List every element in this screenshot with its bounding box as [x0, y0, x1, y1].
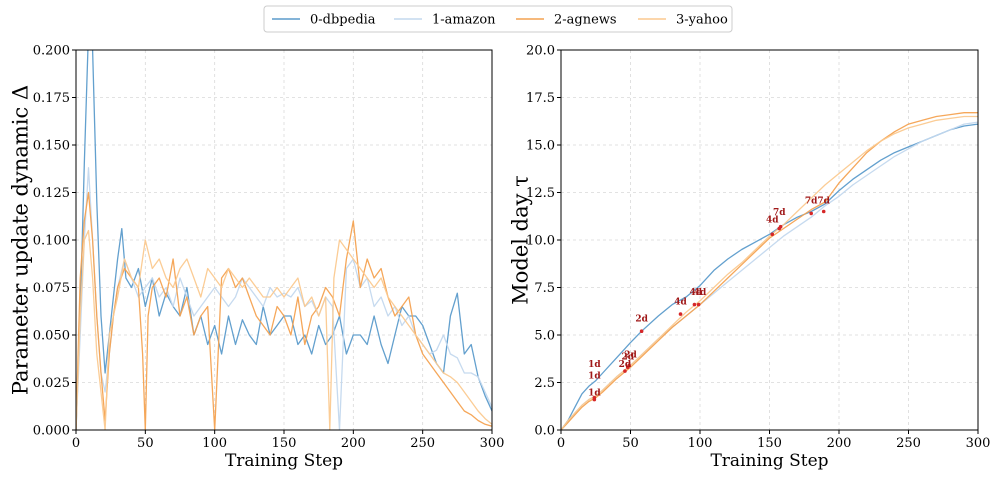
y-axis-label: Model day τ: [509, 175, 533, 305]
milestone-label: 4d: [674, 297, 687, 307]
y-tick-label: 0.100: [33, 234, 70, 249]
milestone-marker: [696, 302, 701, 307]
milestone-label: 2d: [624, 351, 637, 361]
x-tick-label: 300: [480, 436, 505, 451]
legend-label: 0-dbpedia: [310, 13, 376, 28]
milestone-label: 7d: [773, 208, 786, 218]
y-tick-label: 2.5: [534, 376, 555, 391]
y-axis-label: Parameter update dynamic Δ: [9, 85, 33, 395]
y-tick-label: 0.0: [534, 424, 555, 439]
milestone-marker: [678, 312, 683, 316]
milestone-label: 2d: [621, 353, 634, 363]
x-tick-label: 300: [966, 436, 991, 451]
legend-item: 2-agnews: [516, 13, 617, 28]
x-tick-label: 0: [72, 436, 80, 451]
x-axis-label: Training Step: [710, 451, 828, 471]
y-tick-label: 0.200: [33, 44, 70, 59]
milestone-label: 2d: [635, 315, 648, 325]
x-axis-label: Training Step: [225, 451, 343, 471]
milestone-marker: [627, 363, 631, 368]
legend-label: 1-amazon: [432, 13, 496, 28]
x-tick-label: 100: [688, 436, 713, 451]
y-tick-label: 0.050: [33, 329, 70, 344]
legend-box: [263, 5, 733, 33]
x-tick-label: 100: [202, 436, 227, 451]
y-tick-label: 5.0: [534, 329, 555, 344]
y-tick-label: 15.0: [526, 139, 555, 154]
milestone-marker: [770, 232, 775, 237]
x-tick-label: 50: [622, 436, 639, 451]
legend-item: 0-dbpedia: [272, 13, 376, 28]
x-tick-label: 250: [896, 436, 921, 451]
series-line-0-dbpedia: [561, 123, 978, 430]
y-tick-label: 7.5: [534, 281, 555, 296]
left-chart-panel: 0 50 100 150 200 250 300 0.000 0.025 0.050 0.075 0.…: [9, 44, 505, 472]
legend-item: 1-amazon: [394, 13, 496, 28]
milestone-label: 4d: [694, 288, 707, 298]
milestone-marker: [809, 211, 813, 216]
milestone-label: 4d: [766, 216, 779, 226]
milestone-label: 7d: [805, 197, 818, 207]
y-tick-label: 0.150: [33, 139, 70, 154]
milestone-label: 1d: [588, 360, 601, 370]
milestone-marker: [623, 369, 627, 373]
y-tick-label: 0.000: [33, 424, 70, 439]
x-tick-label: 0: [557, 436, 565, 451]
milestone-label: 1d: [588, 372, 601, 382]
x-tick-label: 200: [827, 436, 852, 451]
y-tick-label: 0.075: [33, 281, 70, 296]
milestone-marker: [639, 329, 644, 334]
legend-label: 3-yahoo: [676, 13, 728, 28]
milestone-marker: [778, 224, 783, 229]
series-line-2-agnews: [561, 112, 978, 430]
milestone-marker: [592, 395, 597, 400]
y-tick-label: 17.5: [526, 91, 555, 106]
legend-item: 3-yahoo: [638, 13, 728, 28]
milestone-marker: [821, 209, 826, 214]
x-tick-label: 150: [272, 436, 297, 451]
series-line-1-amazon: [561, 121, 978, 430]
legend-label: 2-agnews: [554, 13, 617, 28]
series-line-0-dbpedia: [76, 50, 492, 430]
y-tick-label: 0.025: [33, 376, 70, 391]
milestone-label: 4d: [690, 288, 703, 298]
y-tick-label: 10.0: [526, 234, 555, 249]
milestone-label: 1d: [588, 389, 601, 399]
y-tick-label: 0.125: [33, 186, 70, 201]
x-tick-label: 200: [341, 436, 366, 451]
x-tick-label: 250: [410, 436, 435, 451]
y-tick-label: 12.5: [526, 186, 555, 201]
milestone-label: 2d: [619, 360, 632, 370]
milestone-label: 7d: [817, 197, 830, 207]
y-tick-label: 0.175: [33, 91, 70, 106]
x-tick-label: 50: [137, 436, 154, 451]
series-line-3-yahoo: [561, 115, 978, 430]
y-tick-label: 20.0: [526, 44, 555, 59]
series-line-3-yahoo: [76, 229, 492, 430]
legend: 0-dbpedia 1-amazon 2-agnews 3-yahoo: [263, 5, 733, 33]
x-tick-label: 150: [757, 436, 782, 451]
milestone-marker: [692, 302, 697, 307]
